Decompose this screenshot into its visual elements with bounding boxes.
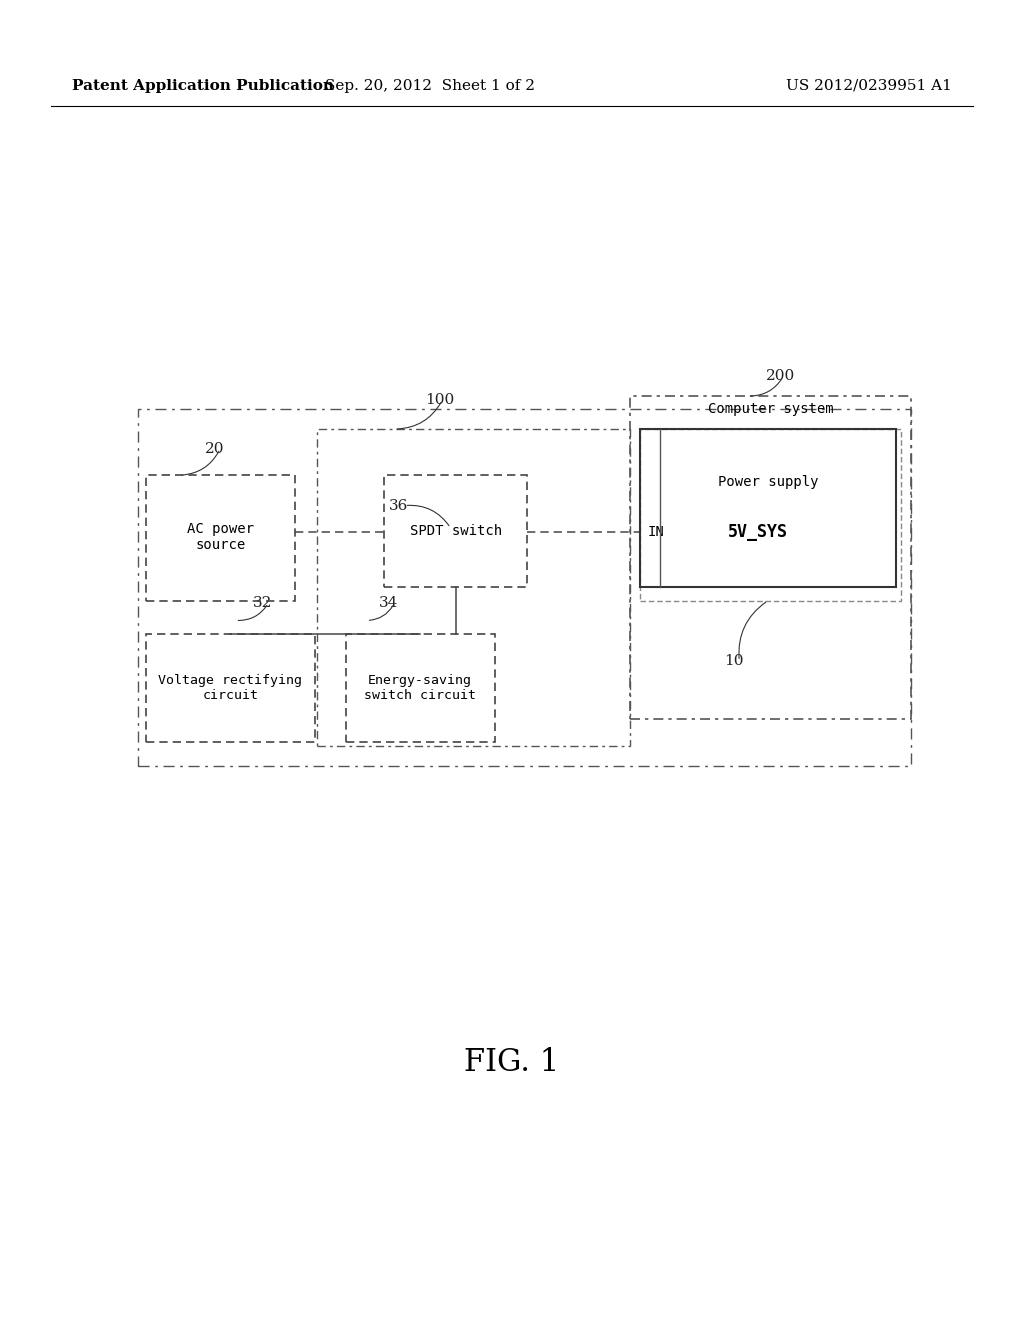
Text: Energy-saving
switch circuit: Energy-saving switch circuit — [364, 673, 476, 702]
Text: SPDT switch: SPDT switch — [410, 524, 502, 537]
Text: 20: 20 — [205, 442, 224, 455]
Text: FIG. 1: FIG. 1 — [464, 1047, 560, 1078]
Text: 36: 36 — [389, 499, 409, 512]
Text: 100: 100 — [425, 393, 455, 407]
Text: AC power
source: AC power source — [186, 523, 254, 552]
Text: 5V_SYS: 5V_SYS — [728, 523, 787, 541]
Text: IN: IN — [647, 525, 664, 539]
Text: Voltage rectifying
circuit: Voltage rectifying circuit — [159, 673, 302, 702]
Text: Patent Application Publication: Patent Application Publication — [72, 79, 334, 92]
Text: 10: 10 — [724, 655, 743, 668]
Text: 200: 200 — [766, 370, 796, 383]
Text: US 2012/0239951 A1: US 2012/0239951 A1 — [786, 79, 952, 92]
Text: Sep. 20, 2012  Sheet 1 of 2: Sep. 20, 2012 Sheet 1 of 2 — [325, 79, 536, 92]
Text: 32: 32 — [253, 597, 272, 610]
Text: Power supply: Power supply — [718, 475, 818, 488]
Text: 34: 34 — [379, 597, 398, 610]
Text: Computer system: Computer system — [708, 403, 834, 416]
